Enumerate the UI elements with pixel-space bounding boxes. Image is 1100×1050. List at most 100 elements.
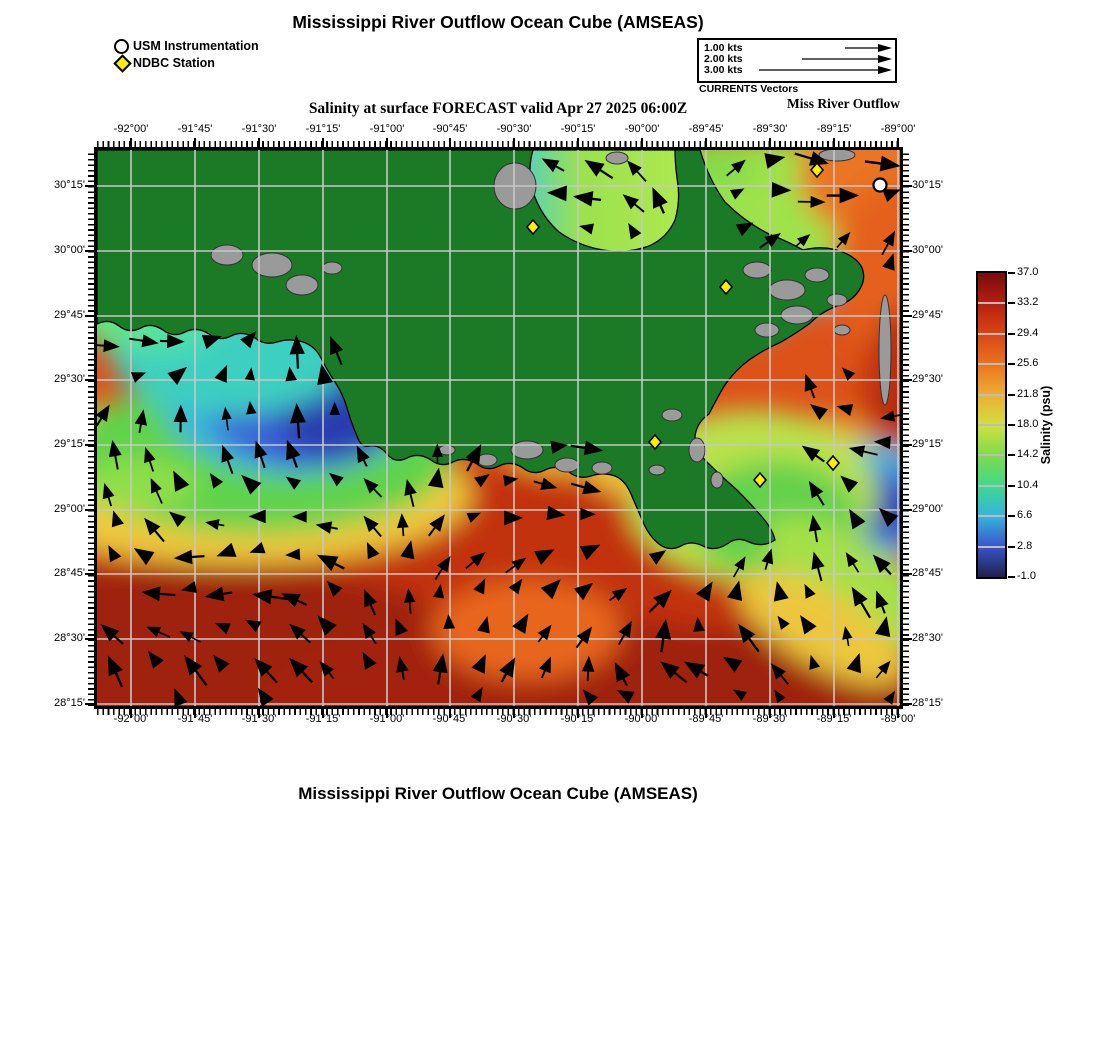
bottom-title: Mississippi River Outflow Ocean Cube (AM… <box>298 784 698 803</box>
lon-tick-label-top: -91°45' <box>177 123 213 135</box>
lat-major-tick <box>85 315 94 317</box>
lon-tick-label-bottom: -89°00' <box>880 713 916 725</box>
lat-tick-label-right: 29°00' <box>912 503 943 515</box>
lon-tick-label-bottom: -89°30' <box>752 713 788 725</box>
lat-tick-label-right: 30°00' <box>912 244 943 256</box>
lon-major-tick <box>449 138 451 147</box>
station-markers <box>525 161 888 489</box>
lat-major-tick <box>85 573 94 575</box>
map-caption: Miss River Outflow <box>787 96 900 111</box>
lat-tick-label-right: 28°45' <box>912 567 943 579</box>
ndbc-station-marker <box>525 218 541 236</box>
lon-tick-label-bottom: -90°45' <box>432 713 468 725</box>
lon-tick-label-top: -92°00' <box>113 123 149 135</box>
lat-tick-label-left: 28°30' <box>54 632 85 644</box>
colorbar-gridline <box>978 363 1005 366</box>
map-frame <box>94 147 903 709</box>
lon-major-tick <box>705 709 707 718</box>
lon-major-tick <box>641 138 643 147</box>
lon-tick-label-top: -91°15' <box>305 123 341 135</box>
lat-tick-label-left: 30°15' <box>54 179 85 191</box>
colorbar-gridline <box>978 454 1005 457</box>
lon-major-tick <box>833 138 835 147</box>
bottom-minor-ticks <box>97 709 900 715</box>
vector-speed-label-1: 1.00 kts <box>704 42 743 54</box>
lon-major-tick <box>577 709 579 718</box>
lon-major-tick <box>833 709 835 718</box>
right-minor-ticks <box>903 150 909 706</box>
ndbc-station-marker <box>647 433 663 451</box>
colorbar-tick <box>1008 272 1015 274</box>
colorbar-tick-label: 33.2 <box>1017 296 1039 309</box>
colorbar-gridline <box>978 302 1005 305</box>
lon-major-tick <box>258 138 260 147</box>
lat-tick-label-right: 29°15' <box>912 438 943 450</box>
colorbar-gridline <box>978 424 1005 426</box>
lon-tick-label-top: -89°30' <box>752 123 788 135</box>
lon-major-tick <box>513 709 515 718</box>
lat-major-tick <box>85 638 94 640</box>
colorbar-tick-label: 6.6 <box>1017 509 1033 522</box>
colorbar-tick <box>1008 454 1015 457</box>
lat-major-tick <box>85 509 94 511</box>
colorbar-tick <box>1008 424 1015 426</box>
colorbar-tick <box>1008 363 1015 366</box>
colorbar-tick <box>1008 545 1015 548</box>
lon-tick-label-bottom: -89°15' <box>816 713 852 725</box>
vector-speed-label-3: 3.00 kts <box>704 64 743 76</box>
lat-major-tick <box>903 638 912 640</box>
lon-major-tick <box>897 138 899 147</box>
map <box>97 150 900 706</box>
colorbar-tick <box>1008 332 1015 335</box>
lat-tick-label-right: 28°30' <box>912 632 943 644</box>
lon-tick-label-top: -89°15' <box>816 123 852 135</box>
lon-major-tick <box>705 138 707 147</box>
lat-major-tick <box>903 315 912 317</box>
colorbar-tick-label: 21.8 <box>1017 387 1039 400</box>
lat-major-tick <box>903 379 912 381</box>
vector-legend-arrows-icon <box>759 44 892 74</box>
colorbar-tick <box>1008 302 1015 305</box>
graticule-gridlines <box>97 150 900 706</box>
lat-tick-label-left: 29°00' <box>54 503 85 515</box>
lon-major-tick <box>769 709 771 718</box>
colorbar-tick <box>1008 515 1015 518</box>
usm-instrumentation-marker <box>872 177 888 193</box>
lon-major-tick <box>897 709 899 718</box>
lat-tick-label-left: 28°15' <box>54 697 85 709</box>
colorbar-gridline <box>978 393 1005 396</box>
colorbar-gridline <box>978 332 1005 335</box>
colorbar-tick-label: 2.8 <box>1017 539 1033 552</box>
marsh-and-lakes <box>210 150 892 489</box>
lat-tick-label-left: 29°45' <box>54 309 85 321</box>
lat-major-tick <box>85 250 94 252</box>
lon-major-tick <box>386 138 388 147</box>
lat-tick-label-right: 30°15' <box>912 179 943 191</box>
lon-tick-label-bottom: -91°45' <box>177 713 213 725</box>
ndbc-station-marker <box>809 161 825 179</box>
lon-tick-label-top: -89°00' <box>880 123 916 135</box>
lon-major-tick <box>194 138 196 147</box>
lon-major-tick <box>513 138 515 147</box>
ndbc-station-marker <box>718 278 734 296</box>
ndbc-station-marker <box>752 471 768 489</box>
lat-tick-label-left: 29°15' <box>54 438 85 450</box>
colorbar-tick-label: 18.0 <box>1017 418 1039 430</box>
lon-major-tick <box>258 709 260 718</box>
lat-major-tick <box>85 444 94 446</box>
left-minor-ticks <box>88 150 94 706</box>
ndbc-station-marker <box>825 454 841 472</box>
currents-legend-box: 1.00 kts 2.00 kts 3.00 kts <box>697 38 897 83</box>
lon-tick-label-top: -90°15' <box>560 123 596 135</box>
lon-major-tick <box>194 709 196 718</box>
lat-major-tick <box>903 509 912 511</box>
colorbar-tick-label: 10.4 <box>1017 478 1039 491</box>
lon-major-tick <box>322 709 324 718</box>
currents-legend-title: CURRENTS Vectors <box>699 83 799 95</box>
lon-tick-label-top: -89°45' <box>688 123 724 135</box>
lon-tick-label-top: -91°00' <box>369 123 405 135</box>
lon-tick-label-bottom: -91°00' <box>369 713 405 725</box>
lon-tick-label-bottom: -90°15' <box>560 713 596 725</box>
lon-major-tick <box>577 138 579 147</box>
